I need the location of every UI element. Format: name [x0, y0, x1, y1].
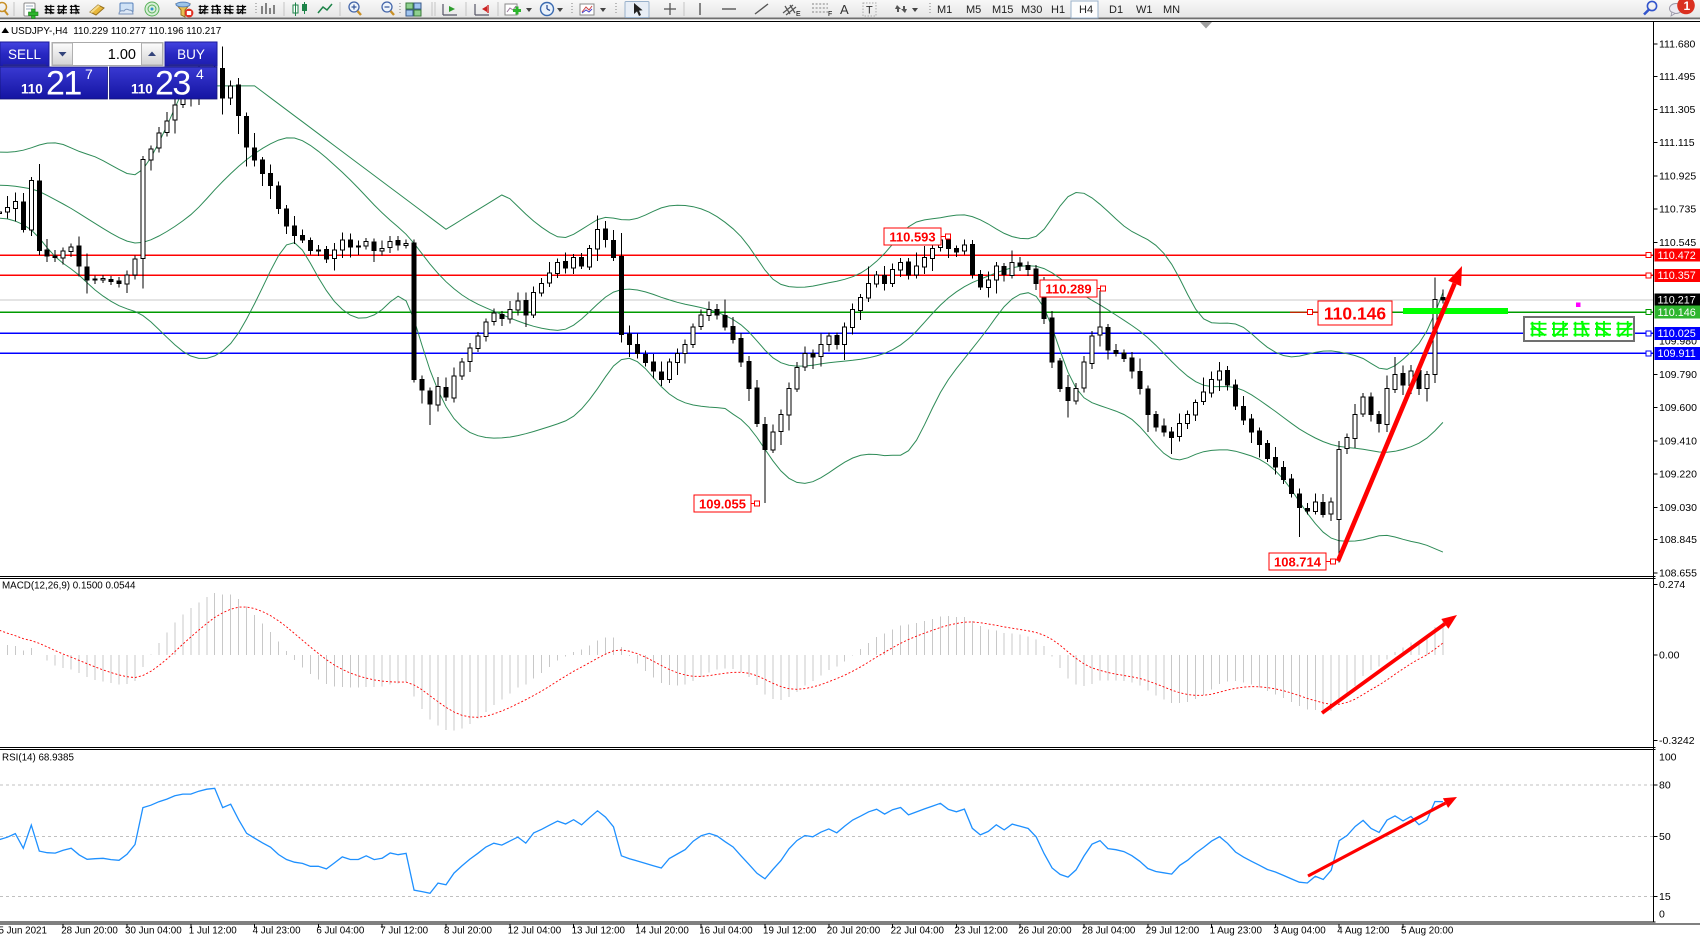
- svg-text:H1: H1: [1051, 4, 1065, 16]
- svg-text:110.025: 110.025: [1658, 328, 1696, 340]
- svg-text:16 Jul 04:00: 16 Jul 04:00: [699, 926, 753, 937]
- svg-text:109.790: 109.790: [1659, 369, 1697, 381]
- svg-text:110: 110: [131, 82, 153, 97]
- svg-text:20 Jul 20:00: 20 Jul 20:00: [827, 926, 881, 937]
- svg-text:M1: M1: [937, 4, 952, 16]
- svg-text:3 Aug 04:00: 3 Aug 04:00: [1273, 926, 1326, 937]
- svg-text:1.00: 1.00: [108, 47, 136, 63]
- svg-text:80: 80: [1659, 780, 1671, 792]
- svg-text:110.357: 110.357: [1658, 270, 1696, 282]
- svg-text:109.055: 109.055: [699, 497, 746, 512]
- svg-text:110.146: 110.146: [1324, 304, 1387, 324]
- svg-text:111.115: 111.115: [1659, 137, 1695, 149]
- svg-text:110.289: 110.289: [1045, 282, 1091, 297]
- svg-text:23 Jul 12:00: 23 Jul 12:00: [954, 926, 1008, 937]
- svg-text:MACD(12,26,9) 0.1500 0.0544: MACD(12,26,9) 0.1500 0.0544: [2, 581, 136, 592]
- svg-text:19 Jul 12:00: 19 Jul 12:00: [763, 926, 817, 937]
- svg-text:USDJPY-,H4 110.229 110.277 11: USDJPY-,H4 110.229 110.277 110.196 110.2…: [11, 26, 221, 37]
- svg-text:H4: H4: [1079, 4, 1093, 16]
- svg-text:23: 23: [155, 65, 190, 103]
- svg-text:1 Aug 23:00: 1 Aug 23:00: [1210, 926, 1263, 937]
- svg-text:7 Jul 12:00: 7 Jul 12:00: [380, 926, 428, 937]
- svg-text:-0.3242: -0.3242: [1659, 735, 1695, 747]
- svg-text:110.593: 110.593: [889, 230, 935, 245]
- svg-text:110.925: 110.925: [1659, 170, 1696, 182]
- svg-text:W1: W1: [1136, 4, 1153, 16]
- svg-text:110.735: 110.735: [1659, 204, 1696, 216]
- svg-text:M30: M30: [1021, 4, 1042, 16]
- svg-text:M5: M5: [966, 4, 981, 16]
- svg-text:109.030: 109.030: [1659, 502, 1697, 514]
- svg-text:22 Jul 04:00: 22 Jul 04:00: [891, 926, 945, 937]
- svg-text:108.655: 108.655: [1659, 568, 1697, 580]
- svg-text:12 Jul 04:00: 12 Jul 04:00: [508, 926, 562, 937]
- svg-text:0.00: 0.00: [1659, 650, 1680, 662]
- svg-text:110.472: 110.472: [1658, 250, 1696, 262]
- svg-text:109.220: 109.220: [1659, 469, 1697, 481]
- svg-text:D1: D1: [1109, 4, 1123, 16]
- svg-text:4: 4: [196, 66, 204, 82]
- svg-text:28 Jun 20:00: 28 Jun 20:00: [61, 926, 118, 937]
- svg-text:109.410: 109.410: [1659, 435, 1697, 447]
- svg-text:111.495: 111.495: [1659, 71, 1696, 83]
- svg-text:A: A: [840, 2, 849, 17]
- svg-text:15: 15: [1659, 891, 1671, 903]
- svg-text:4 Jul 23:00: 4 Jul 23:00: [253, 926, 301, 937]
- svg-text:6 Jul 04:00: 6 Jul 04:00: [316, 926, 364, 937]
- svg-text:111.680: 111.680: [1659, 38, 1696, 50]
- svg-text:BUY: BUY: [177, 47, 205, 62]
- svg-text:109.911: 109.911: [1658, 348, 1696, 360]
- svg-text:SELL: SELL: [8, 47, 42, 62]
- svg-text:RSI(14) 68.9385: RSI(14) 68.9385: [2, 753, 74, 764]
- svg-text:110.146: 110.146: [1658, 307, 1696, 319]
- svg-text:M15: M15: [992, 4, 1013, 16]
- svg-text:108.845: 108.845: [1659, 534, 1697, 546]
- svg-text:7: 7: [85, 66, 93, 82]
- svg-text:108.714: 108.714: [1274, 555, 1322, 570]
- svg-text:14 Jul 20:00: 14 Jul 20:00: [635, 926, 689, 937]
- svg-text:26 Jul 20:00: 26 Jul 20:00: [1018, 926, 1072, 937]
- svg-text:111.305: 111.305: [1659, 104, 1696, 116]
- svg-text:MN: MN: [1163, 4, 1180, 16]
- svg-text:0.274: 0.274: [1659, 579, 1685, 591]
- svg-text:30 Jun 04:00: 30 Jun 04:00: [125, 926, 182, 937]
- svg-text:110: 110: [21, 82, 43, 97]
- svg-text:4 Aug 12:00: 4 Aug 12:00: [1337, 926, 1390, 937]
- svg-text:1 Jul 12:00: 1 Jul 12:00: [189, 926, 237, 937]
- svg-text:8 Jul 20:00: 8 Jul 20:00: [444, 926, 492, 937]
- svg-text:E: E: [796, 11, 801, 18]
- svg-text:T: T: [866, 5, 873, 17]
- svg-text:50: 50: [1659, 831, 1671, 843]
- svg-text:5 Aug 20:00: 5 Aug 20:00: [1401, 926, 1454, 937]
- svg-text:25 Jun 2021: 25 Jun 2021: [0, 926, 47, 937]
- svg-text:13 Jul 12:00: 13 Jul 12:00: [572, 926, 626, 937]
- svg-text:100: 100: [1659, 751, 1677, 763]
- svg-text:0: 0: [1659, 909, 1665, 921]
- svg-text:1: 1: [1684, 0, 1691, 13]
- svg-text:110.217: 110.217: [1658, 295, 1696, 307]
- svg-text:109.600: 109.600: [1659, 402, 1697, 414]
- svg-text:28 Jul 04:00: 28 Jul 04:00: [1082, 926, 1136, 937]
- svg-text:29 Jul 12:00: 29 Jul 12:00: [1146, 926, 1200, 937]
- svg-text:F: F: [828, 11, 832, 18]
- svg-text:21: 21: [46, 65, 81, 103]
- svg-text:110.545: 110.545: [1659, 237, 1696, 249]
